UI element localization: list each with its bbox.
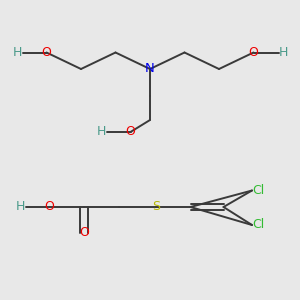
Text: H: H	[279, 46, 288, 59]
Text: Cl: Cl	[252, 184, 264, 197]
Text: H: H	[97, 125, 106, 139]
Text: O: O	[42, 46, 51, 59]
Text: Cl: Cl	[252, 218, 264, 232]
Text: N: N	[145, 62, 155, 76]
Text: S: S	[152, 200, 160, 214]
Text: O: O	[45, 200, 54, 214]
Text: O: O	[79, 226, 89, 239]
Text: H: H	[16, 200, 26, 214]
Text: H: H	[13, 46, 22, 59]
Text: O: O	[249, 46, 258, 59]
Text: O: O	[126, 125, 135, 139]
